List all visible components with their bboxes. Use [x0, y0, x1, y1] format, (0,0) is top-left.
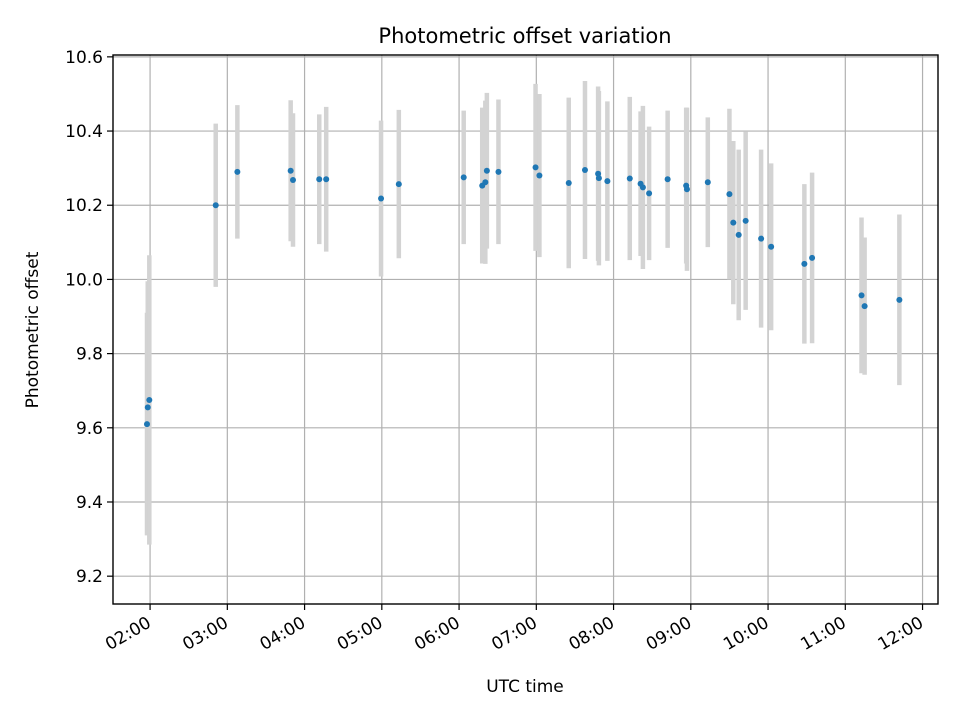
x-tick-label: 12:00 — [875, 613, 927, 655]
data-point — [646, 190, 653, 197]
data-point — [858, 292, 865, 299]
data-point — [726, 191, 733, 198]
data-point — [801, 260, 808, 267]
x-axis-ticks: 02:00 03:00 04:00 05:00 06:00 07:00 08:00 09:00… — [102, 604, 927, 655]
data-point — [639, 184, 646, 191]
data-point — [495, 168, 502, 175]
y-tick-label: 10.4 — [65, 122, 103, 142]
data-point — [742, 217, 749, 224]
y-tick-label: 9.8 — [76, 345, 103, 365]
x-tick-label: 05:00 — [334, 613, 386, 655]
data-point — [536, 172, 543, 179]
x-tick-label: 08:00 — [566, 613, 618, 655]
x-tick-label: 03:00 — [179, 613, 231, 655]
data-point — [704, 179, 711, 186]
data-point — [482, 179, 489, 186]
data-point — [146, 396, 153, 403]
data-point — [604, 178, 611, 185]
data-point — [768, 243, 775, 250]
data-point — [460, 174, 467, 181]
data-point — [323, 176, 330, 183]
x-axis-label: UTC time — [486, 677, 564, 697]
data-point — [143, 421, 150, 428]
y-tick-label: 9.2 — [76, 567, 103, 587]
data-point — [595, 175, 602, 182]
data-point — [144, 404, 151, 411]
data-point — [861, 303, 868, 310]
y-tick-label: 10.6 — [65, 48, 103, 68]
data-point — [483, 167, 490, 174]
data-point — [378, 195, 385, 202]
data-point — [532, 164, 539, 171]
data-point — [581, 166, 588, 173]
error-bars — [144, 80, 902, 545]
data-point — [896, 296, 903, 303]
y-axis-label: Photometric offset — [23, 251, 43, 408]
data-point — [758, 235, 765, 242]
data-point — [234, 168, 241, 175]
x-tick-label: 09:00 — [643, 613, 695, 655]
data-point — [730, 219, 737, 226]
x-tick-label: 06:00 — [411, 613, 463, 655]
data-point — [289, 177, 296, 184]
y-axis-ticks: 9.2 9.4 9.6 9.8 10.0 10.2 10.4 10.6 — [65, 48, 113, 587]
data-point — [809, 254, 816, 261]
y-tick-label: 10.2 — [65, 196, 103, 216]
chart-title: Photometric offset variation — [378, 24, 671, 48]
data-point — [565, 179, 572, 186]
data-points — [143, 164, 903, 428]
data-point — [595, 170, 602, 177]
x-tick-label: 11:00 — [797, 613, 849, 655]
data-point — [395, 181, 402, 188]
y-tick-label: 9.6 — [76, 419, 103, 439]
data-point — [287, 167, 294, 174]
x-tick-label: 10:00 — [720, 613, 772, 655]
data-point — [212, 202, 219, 209]
x-tick-label: 04:00 — [257, 613, 309, 655]
data-point — [664, 176, 671, 183]
data-point — [735, 231, 742, 238]
data-point — [683, 186, 690, 193]
y-tick-label: 9.4 — [76, 493, 103, 513]
y-tick-label: 10.0 — [65, 270, 103, 290]
data-point — [626, 175, 633, 182]
x-tick-label: 07:00 — [488, 613, 540, 655]
data-point — [316, 176, 323, 183]
plot-frame — [112, 54, 939, 605]
x-tick-label: 02:00 — [102, 613, 154, 655]
